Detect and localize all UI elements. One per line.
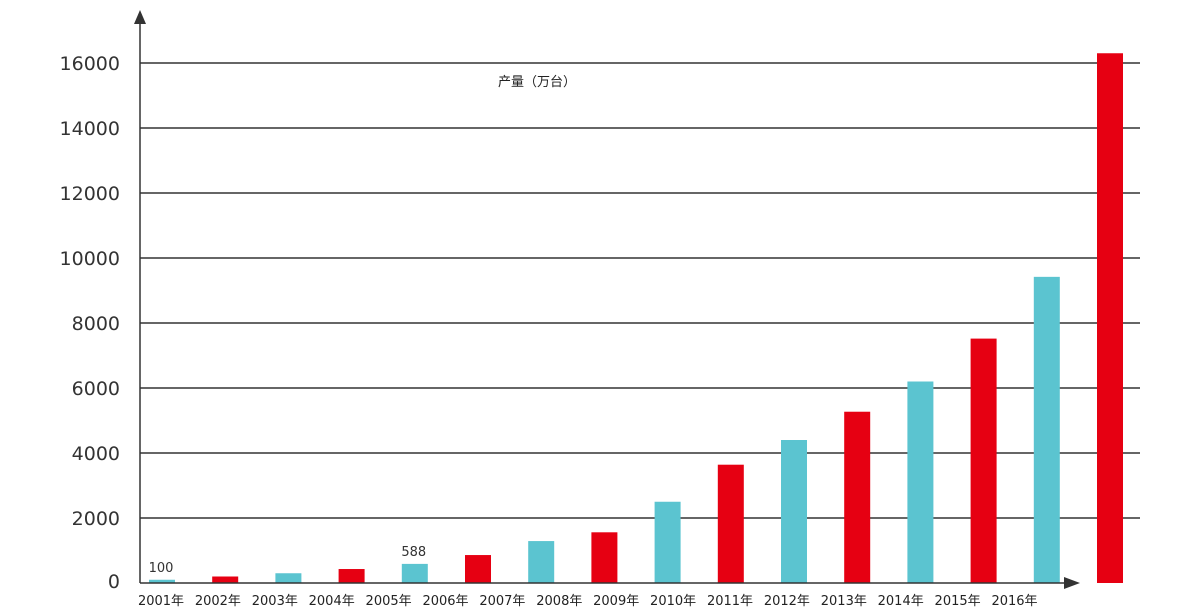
axes xyxy=(134,10,1080,589)
bar-2008年 xyxy=(591,532,618,583)
x-tick-label: 2006年 xyxy=(422,594,468,607)
y-tick-label: 4000 xyxy=(72,443,120,465)
y-axis-label: 产量（万台） xyxy=(498,75,576,90)
x-tick-label: 2014年 xyxy=(878,594,924,607)
y-tick-label: 8000 xyxy=(72,313,120,335)
y-tick-label: 2000 xyxy=(72,508,120,530)
x-axis-arrow-icon xyxy=(1064,577,1080,589)
y-tick-label: 0 xyxy=(108,571,120,593)
y-tick-label: 10000 xyxy=(60,248,120,270)
bar-2010年 xyxy=(717,464,744,583)
x-tick-labels: 2001年 2002年 2003年 2004年 2005年 2006年 2007年 2008年… xyxy=(138,594,1038,607)
grid-lines xyxy=(140,62,1140,519)
bar-2002年 xyxy=(212,576,239,583)
x-tick-label: 2007年 xyxy=(479,594,525,607)
x-tick-label: 2012年 xyxy=(764,594,810,607)
bar-2006年 xyxy=(465,555,491,583)
x-tick-label: 2011年 xyxy=(707,594,753,607)
y-tick-label: 16000 xyxy=(60,53,120,75)
data-label: 100 xyxy=(149,561,174,576)
bar-2015年 xyxy=(1033,276,1060,583)
y-tick-label: 6000 xyxy=(72,378,120,400)
x-tick-label: 2002年 xyxy=(195,594,241,607)
x-tick-label: 2008年 xyxy=(536,594,582,607)
x-tick-label: 2010年 xyxy=(650,594,696,607)
x-tick-label: 2003年 xyxy=(252,594,298,607)
bar-2014年 xyxy=(970,338,997,583)
y-tick-label: 14000 xyxy=(60,118,120,140)
x-tick-label: 2004年 xyxy=(309,594,355,607)
bar-2013年 xyxy=(907,381,934,583)
bar-2001年 xyxy=(149,579,175,583)
y-tick-labels: 0 2000 4000 6000 8000 10000 12000 14000 16000 xyxy=(60,53,120,593)
data-labels: 100 588 xyxy=(149,545,427,576)
x-tick-label: 2013年 xyxy=(821,594,867,607)
x-tick-label: 2009年 xyxy=(593,594,639,607)
bar-2009年 xyxy=(654,501,681,583)
y-tick-label: 12000 xyxy=(60,183,120,205)
bar-2005年 xyxy=(401,563,428,583)
x-tick-label: 2005年 xyxy=(366,594,412,607)
bar-2003年 xyxy=(275,573,302,583)
bar-2004年 xyxy=(338,569,365,583)
y-axis-arrow-icon xyxy=(134,10,146,24)
bar-2016年 xyxy=(1097,53,1123,583)
data-label: 588 xyxy=(401,545,426,560)
bar-2012年 xyxy=(844,411,871,583)
x-tick-label: 2015年 xyxy=(935,594,981,607)
bar-2007年 xyxy=(528,541,555,583)
bar-2011年 xyxy=(781,440,807,583)
bars xyxy=(149,53,1123,583)
x-tick-label: 2016年 xyxy=(991,594,1037,607)
x-tick-label: 2001年 xyxy=(138,594,184,607)
